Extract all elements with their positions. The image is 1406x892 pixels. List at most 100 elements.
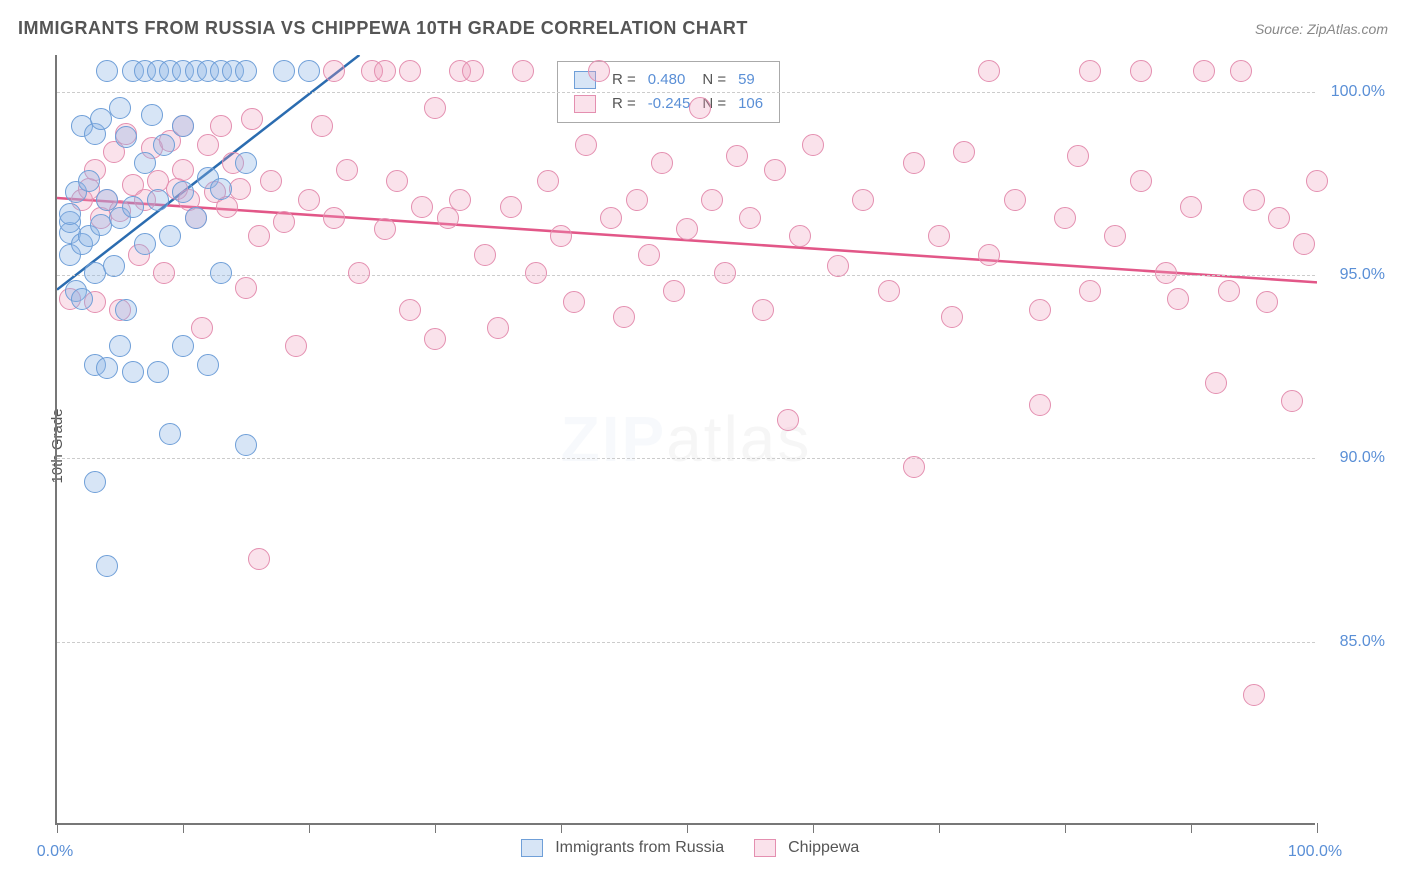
data-point-b: [903, 456, 925, 478]
data-point-a: [185, 207, 207, 229]
data-point-a: [159, 225, 181, 247]
data-point-b: [374, 60, 396, 82]
data-point-b: [1067, 145, 1089, 167]
data-point-b: [248, 225, 270, 247]
data-point-b: [323, 60, 345, 82]
legend-swatch-b-bottom: [754, 839, 776, 857]
data-point-b: [613, 306, 635, 328]
data-point-a: [134, 233, 156, 255]
data-point-b: [1167, 288, 1189, 310]
data-point-a: [134, 152, 156, 174]
data-point-a: [235, 152, 257, 174]
data-point-a: [210, 178, 232, 200]
data-point-b: [953, 141, 975, 163]
data-point-b: [1155, 262, 1177, 284]
data-point-b: [1281, 390, 1303, 412]
data-point-b: [1029, 299, 1051, 321]
data-point-b: [399, 299, 421, 321]
y-tick-label: 100.0%: [1331, 83, 1385, 101]
x-tick: [939, 823, 940, 833]
data-point-b: [348, 262, 370, 284]
gridline: [57, 92, 1315, 93]
data-point-a: [235, 434, 257, 456]
data-point-a: [84, 471, 106, 493]
data-point-b: [374, 218, 396, 240]
data-point-b: [941, 306, 963, 328]
data-point-a: [109, 335, 131, 357]
data-point-b: [424, 328, 446, 350]
data-point-b: [575, 134, 597, 156]
data-point-b: [701, 189, 723, 211]
data-point-b: [500, 196, 522, 218]
x-tick: [183, 823, 184, 833]
data-point-b: [563, 291, 585, 313]
x-tick: [1191, 823, 1192, 833]
data-point-b: [424, 97, 446, 119]
data-point-b: [1079, 280, 1101, 302]
data-point-b: [210, 115, 232, 137]
data-point-b: [311, 115, 333, 137]
data-point-b: [1205, 372, 1227, 394]
x-tick: [1065, 823, 1066, 833]
data-point-a: [71, 288, 93, 310]
data-point-b: [1230, 60, 1252, 82]
y-tick-label: 95.0%: [1340, 266, 1385, 284]
data-point-b: [1079, 60, 1101, 82]
data-point-a: [147, 189, 169, 211]
r-value-a: 0.480: [642, 68, 697, 92]
source-credit: Source: ZipAtlas.com: [1255, 21, 1388, 37]
data-point-b: [777, 409, 799, 431]
data-point-a: [172, 181, 194, 203]
data-point-b: [626, 189, 648, 211]
data-point-b: [525, 262, 547, 284]
data-point-b: [928, 225, 950, 247]
n-value-b: 106: [732, 92, 769, 116]
data-point-b: [852, 189, 874, 211]
data-point-a: [96, 555, 118, 577]
x-tick-label: 0.0%: [37, 843, 73, 861]
data-point-b: [903, 152, 925, 174]
x-tick: [561, 823, 562, 833]
data-point-b: [550, 225, 572, 247]
data-point-a: [122, 196, 144, 218]
data-point-a: [109, 97, 131, 119]
data-point-b: [323, 207, 345, 229]
data-point-b: [978, 244, 1000, 266]
x-tick: [687, 823, 688, 833]
data-point-b: [229, 178, 251, 200]
x-tick-label: 100.0%: [1288, 843, 1342, 861]
data-point-a: [103, 255, 125, 277]
data-point-a: [153, 134, 175, 156]
data-point-b: [638, 244, 660, 266]
x-tick: [813, 823, 814, 833]
data-point-a: [235, 60, 257, 82]
data-point-b: [197, 134, 219, 156]
data-point-b: [878, 280, 900, 302]
data-point-b: [437, 207, 459, 229]
data-point-b: [1054, 207, 1076, 229]
gridline: [57, 458, 1315, 459]
data-point-b: [1130, 60, 1152, 82]
legend-label-a: Immigrants from Russia: [555, 839, 724, 857]
data-point-b: [802, 134, 824, 156]
data-point-b: [1306, 170, 1328, 192]
data-point-b: [827, 255, 849, 277]
data-point-b: [1218, 280, 1240, 302]
data-point-b: [1243, 189, 1265, 211]
data-point-b: [1293, 233, 1315, 255]
legend-label-b: Chippewa: [788, 839, 859, 857]
data-point-b: [1180, 196, 1202, 218]
data-point-b: [1243, 684, 1265, 706]
data-point-b: [714, 262, 736, 284]
data-point-b: [752, 299, 774, 321]
data-point-b: [273, 211, 295, 233]
data-point-b: [399, 60, 421, 82]
data-point-b: [449, 189, 471, 211]
data-point-b: [663, 280, 685, 302]
data-point-b: [191, 317, 213, 339]
data-point-b: [386, 170, 408, 192]
data-point-a: [147, 361, 169, 383]
data-point-a: [159, 423, 181, 445]
data-point-b: [1256, 291, 1278, 313]
legend-swatch-b: [574, 95, 596, 113]
